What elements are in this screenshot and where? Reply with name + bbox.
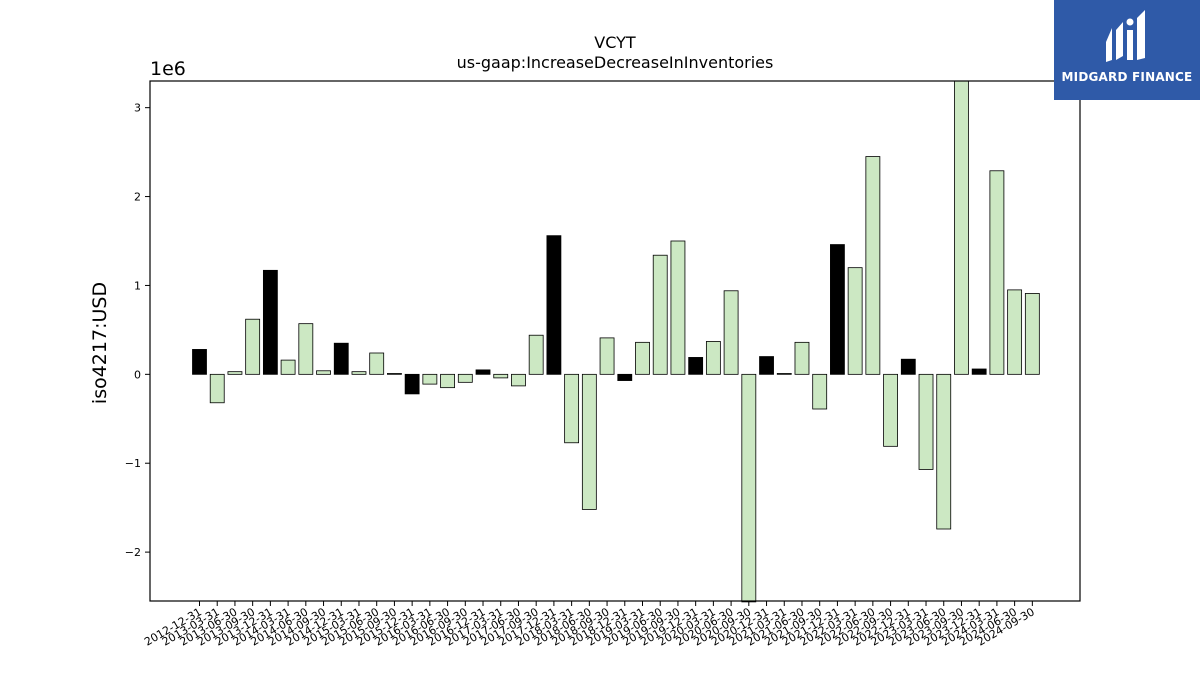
- bar-2013-06-30: [227, 371, 243, 375]
- bar-2018-06-30: [581, 373, 597, 510]
- midgard-logo-icon: [1106, 10, 1145, 62]
- y-axis-label: iso4217:USD: [89, 282, 111, 404]
- bar-2023-12-31: [971, 368, 987, 375]
- y-tick-label: 0: [134, 368, 141, 381]
- bar-2022-12-31: [900, 358, 916, 375]
- bar-2018-12-31: [617, 373, 633, 381]
- y-offset-label: 1e6: [150, 58, 186, 80]
- y-tick-label: 1: [134, 279, 141, 292]
- y-tick-label: 2: [134, 191, 141, 204]
- bar-2019-03-31: [635, 341, 650, 375]
- bar-2014-06-30: [298, 323, 314, 375]
- bar-2015-03-31: [351, 371, 367, 375]
- bar-2017-09-30: [528, 334, 544, 375]
- bar-2017-06-30: [511, 373, 526, 387]
- bar-2021-06-30: [794, 341, 810, 375]
- chart-subtitle: us-gaap:IncreaseDecreaseInInventories: [457, 53, 774, 72]
- bar-2019-12-31: [688, 357, 704, 375]
- bar-2016-06-30: [440, 373, 455, 389]
- bar-2024-06-30: [1007, 289, 1023, 375]
- bar-2015-09-30: [387, 373, 402, 375]
- bar-2017-03-31: [493, 373, 509, 379]
- bar-2020-06-30: [723, 290, 739, 375]
- bar-2020-12-31: [759, 356, 774, 375]
- bar-2022-09-30: [883, 373, 898, 447]
- bar-2018-03-31: [564, 373, 580, 444]
- bar-2020-09-30: [741, 373, 757, 603]
- bar-2014-09-30: [316, 370, 331, 375]
- bar-2022-06-30: [865, 156, 881, 375]
- bar-2014-12-31: [333, 342, 349, 375]
- bars-group: [192, 80, 1040, 603]
- bar-2013-12-31: [262, 269, 278, 375]
- y-tick-label: −2: [125, 546, 141, 559]
- bar-2024-09-30: [1024, 293, 1040, 375]
- bar-2024-03-31: [989, 170, 1005, 375]
- logo: MIDGARD FINANCE: [1054, 0, 1200, 100]
- bar-2018-09-30: [599, 337, 615, 375]
- bar-2021-12-31: [830, 244, 845, 375]
- bar-2019-06-30: [652, 254, 668, 375]
- bar-2023-03-31: [918, 373, 934, 470]
- y-tick-label: 3: [134, 102, 141, 115]
- bar-2013-03-31: [209, 373, 225, 404]
- plot-frame: [149, 80, 1081, 602]
- bar-2020-03-31: [705, 341, 721, 375]
- y-axis: −2 −1 0 1 2 3: [125, 102, 150, 559]
- bar-2013-09-30: [245, 318, 261, 375]
- bar-2015-12-31: [404, 373, 420, 395]
- chart-title: VCYT: [594, 33, 636, 52]
- bar-2021-03-31: [776, 373, 792, 375]
- bar-2012-12-31: [192, 349, 207, 375]
- bar-2021-09-30: [812, 373, 828, 410]
- bar-2016-12-31: [475, 369, 491, 375]
- logo-text: MIDGARD FINANCE: [1061, 70, 1193, 84]
- bar-2019-09-30: [670, 240, 686, 375]
- bar-2023-09-30: [954, 80, 969, 375]
- bar-2016-03-31: [422, 373, 438, 385]
- bar-2023-06-30: [936, 373, 952, 530]
- bar-2014-03-31: [280, 359, 296, 375]
- bar-2022-03-31: [847, 267, 863, 375]
- x-axis: 2012-12-312013-03-312013-06-302013-09-30…: [142, 601, 1037, 649]
- bar-2016-09-30: [457, 373, 473, 383]
- y-tick-label: −1: [125, 457, 141, 470]
- bar-2017-12-31: [546, 235, 562, 375]
- bar-2015-06-30: [369, 352, 385, 375]
